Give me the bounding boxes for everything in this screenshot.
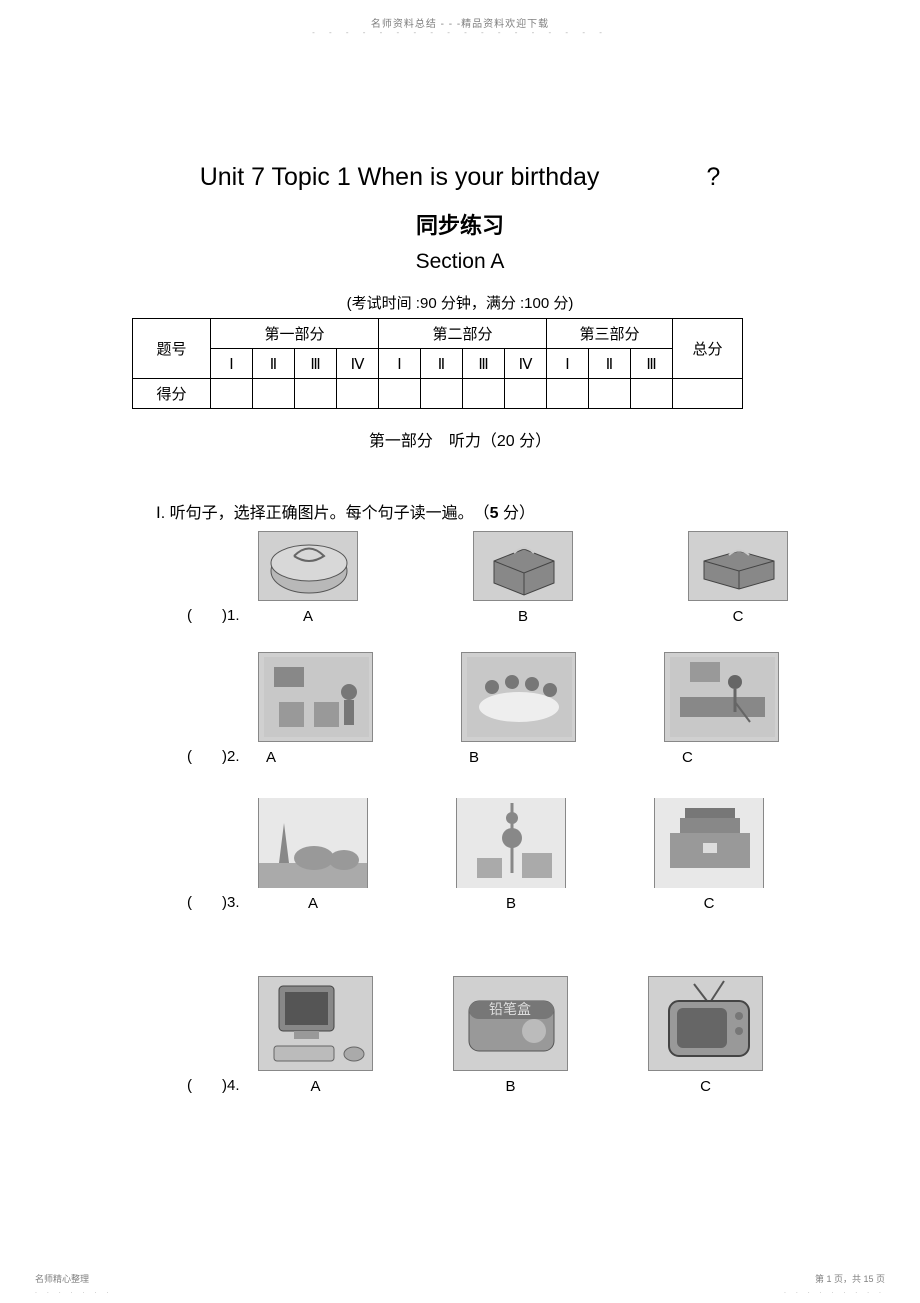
dinner-scene-icon xyxy=(461,652,576,742)
option-label: A xyxy=(266,749,276,766)
section-title: Section A xyxy=(0,250,920,274)
gift-square-icon xyxy=(473,531,573,601)
table-cell xyxy=(463,379,505,409)
option-label: B xyxy=(469,749,479,766)
footer-left: 名师精心整理 xyxy=(35,1272,89,1285)
option-label: B xyxy=(506,895,516,912)
table-cell-part2: 第二部分 xyxy=(379,319,547,349)
question-number: ( )3. xyxy=(187,891,243,912)
pagoda-landscape-icon xyxy=(258,798,368,888)
table-row: 得分 xyxy=(133,379,743,409)
option-label: A xyxy=(310,1078,320,1095)
gift-round-icon xyxy=(258,531,358,601)
table-cell: Ⅱ xyxy=(421,349,463,379)
table-cell: Ⅱ xyxy=(589,349,631,379)
option-group: B xyxy=(461,652,576,766)
table-cell-part3: 第三部分 xyxy=(547,319,673,349)
question-number: ( )2. xyxy=(187,745,243,766)
pearl-tower-icon xyxy=(456,798,566,888)
instruction-prefix: Ⅰ. 听句子，选择正确图片。每个句子读一遍。 （ xyxy=(156,505,490,522)
question-row-1: ( )1. A B C xyxy=(187,531,788,625)
question-number: ( )1. xyxy=(187,604,243,625)
option-group: C xyxy=(648,976,763,1095)
option-group: A xyxy=(258,652,373,766)
table-cell xyxy=(589,379,631,409)
table-cell-part1: 第一部分 xyxy=(211,319,379,349)
table-cell: Ⅰ xyxy=(547,349,589,379)
option-group: C xyxy=(664,652,779,766)
question-number: ( )4. xyxy=(187,1074,243,1095)
cleaning-scene-icon xyxy=(664,652,779,742)
table-cell xyxy=(673,379,743,409)
header-dots: - - - - - - - - - - - - - - - - - - xyxy=(312,28,608,37)
option-group: B xyxy=(456,798,566,912)
option-label: C xyxy=(700,1078,711,1095)
option-label: B xyxy=(505,1078,515,1095)
table-cell xyxy=(547,379,589,409)
table-cell xyxy=(337,379,379,409)
option-group: C xyxy=(654,798,764,912)
table-cell: Ⅱ xyxy=(253,349,295,379)
table-cell xyxy=(253,379,295,409)
table-cell: Ⅲ xyxy=(631,349,673,379)
table-cell xyxy=(211,379,253,409)
table-cell xyxy=(295,379,337,409)
tiananmen-icon xyxy=(654,798,764,888)
table-cell: Ⅳ xyxy=(505,349,547,379)
option-label: C xyxy=(682,749,693,766)
table-cell xyxy=(379,379,421,409)
computer-icon xyxy=(258,976,373,1071)
option-group: C xyxy=(688,531,788,625)
table-cell: Ⅳ xyxy=(337,349,379,379)
title-qmark: ? xyxy=(706,163,720,192)
option-group: B xyxy=(473,531,573,625)
table-cell xyxy=(505,379,547,409)
footer-right: 第 1 页，共 15 页 xyxy=(815,1272,885,1285)
table-cell xyxy=(421,379,463,409)
question-row-4: ( )4. A 铅笔盒 B C xyxy=(187,976,763,1095)
table-cell-total: 总分 xyxy=(673,319,743,379)
option-label: C xyxy=(704,895,715,912)
title-text: Unit 7 Topic 1 When is your birthday xyxy=(200,163,600,191)
table-cell xyxy=(631,379,673,409)
table-cell: Ⅰ xyxy=(379,349,421,379)
option-label: A xyxy=(303,608,313,625)
footer-dots-left: . . . . . . . xyxy=(35,1288,112,1295)
score-table: 题号 第一部分 第二部分 第三部分 总分 Ⅰ Ⅱ Ⅲ Ⅳ Ⅰ Ⅱ Ⅲ Ⅳ Ⅰ Ⅱ… xyxy=(132,318,743,409)
table-cell-label: 题号 xyxy=(133,319,211,379)
instruction-bold: 5 xyxy=(490,505,499,522)
tv-icon xyxy=(648,976,763,1071)
exam-info: (考试时间 :90 分钟，满分 :100 分) xyxy=(0,292,920,313)
option-group: 铅笔盒 B xyxy=(453,976,568,1095)
table-cell: Ⅲ xyxy=(295,349,337,379)
table-cell-label: 得分 xyxy=(133,379,211,409)
pencil-case-icon: 铅笔盒 xyxy=(453,976,568,1071)
table-cell: Ⅰ xyxy=(211,349,253,379)
option-group: A xyxy=(258,531,358,625)
table-row: 题号 第一部分 第二部分 第三部分 总分 xyxy=(133,319,743,349)
instruction-suffix: 分） xyxy=(499,505,535,522)
option-group: A xyxy=(258,798,368,912)
footer-dots-right: . . . . . . . . . xyxy=(784,1288,885,1295)
table-cell: Ⅲ xyxy=(463,349,505,379)
question-row-2: ( )2. A B C xyxy=(187,652,779,766)
option-label: B xyxy=(518,608,528,625)
table-row: Ⅰ Ⅱ Ⅲ Ⅳ Ⅰ Ⅱ Ⅲ Ⅳ Ⅰ Ⅱ Ⅲ xyxy=(133,349,743,379)
option-label: C xyxy=(733,608,744,625)
subtitle: 同步练习 xyxy=(0,208,920,240)
classroom-scene-icon xyxy=(258,652,373,742)
main-title: Unit 7 Topic 1 When is your birthday ? xyxy=(0,163,920,192)
svg-text:铅笔盒: 铅笔盒 xyxy=(489,1001,531,1017)
question-row-3: ( )3. A B C xyxy=(187,798,764,912)
option-group: A xyxy=(258,976,373,1095)
option-label: A xyxy=(308,895,318,912)
gift-flat-icon xyxy=(688,531,788,601)
part-label: 第一部分 听力（20 分） xyxy=(0,427,920,451)
instruction: Ⅰ. 听句子，选择正确图片。每个句子读一遍。 （5 分） xyxy=(156,499,535,523)
